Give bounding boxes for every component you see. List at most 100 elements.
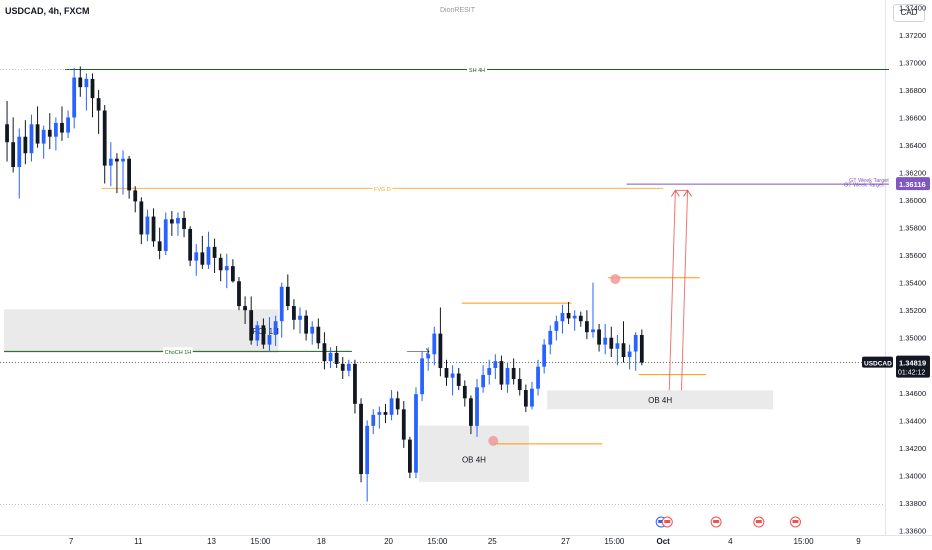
candle-body — [365, 425, 370, 475]
candle-body — [609, 337, 614, 349]
candle-body — [566, 312, 571, 319]
bos-arrow-head — [425, 348, 430, 355]
y-tick-label: 1.35200 — [899, 306, 926, 315]
candle-body — [182, 217, 186, 229]
projection-arrow — [668, 189, 689, 391]
x-tick-label: Oct — [657, 537, 671, 546]
candle-body — [621, 343, 626, 358]
candle-body — [456, 373, 461, 386]
candle-body — [304, 315, 309, 334]
candle-body — [523, 390, 528, 407]
y-tick-label: 1.36000 — [899, 196, 926, 205]
event-flag-stripe — [658, 520, 665, 523]
y-tick-label: 1.36800 — [899, 86, 926, 95]
candle-body — [47, 129, 52, 137]
candle-body — [450, 373, 455, 378]
candle-body — [255, 325, 260, 341]
candle-body — [292, 306, 296, 320]
y-tick-label: 1.33600 — [899, 526, 926, 535]
candle-body — [273, 321, 278, 335]
candle-body — [353, 363, 357, 404]
y-tick-label: 1.37000 — [899, 58, 926, 67]
x-tick-label: 15:00 — [427, 537, 448, 546]
candle-body — [237, 281, 241, 307]
candle-body — [29, 124, 34, 154]
candle-body — [322, 343, 327, 362]
level-line-label: GT Week Target — [844, 183, 884, 189]
candle-body — [517, 379, 522, 391]
y-tick-label: 1.37400 — [899, 3, 926, 12]
candle-body — [615, 343, 620, 349]
candle-body — [66, 117, 70, 133]
level-line-label-bg — [163, 347, 193, 355]
candle-body — [60, 122, 64, 133]
x-tick-label: 7 — [69, 537, 74, 546]
level-line-label: SH 4H — [469, 68, 485, 74]
candle-body — [78, 77, 83, 88]
event-flag-stripe — [755, 520, 762, 523]
candle-body — [41, 129, 46, 144]
pivot-marker — [610, 274, 621, 285]
y-tick-label: 1.34200 — [899, 444, 926, 453]
candle-body — [194, 252, 199, 261]
y-tick-label: 1.35800 — [899, 224, 926, 233]
level-line-label-bg — [467, 65, 488, 73]
current-price-value: 1.34819 — [899, 359, 926, 368]
currency-button[interactable]: CAD — [893, 4, 925, 22]
candle-body — [243, 306, 247, 311]
candle-body — [72, 77, 77, 118]
candle-body — [627, 351, 632, 358]
candle-body — [371, 414, 376, 426]
candle-body — [127, 158, 132, 191]
candle-body — [560, 312, 565, 322]
candle-body — [53, 122, 58, 137]
target-line-label: GT Week Target — [849, 178, 889, 184]
candle-body — [438, 333, 443, 369]
candle-body — [432, 333, 437, 355]
x-tick-label: 4 — [728, 537, 733, 546]
candle-body — [395, 398, 400, 410]
zone-1 — [4, 309, 279, 354]
zone-label: OB 4H — [462, 456, 486, 465]
candle-body — [414, 394, 418, 473]
candle-body — [17, 136, 22, 167]
candle-body — [591, 329, 595, 333]
candle-body — [200, 252, 205, 265]
candle-body — [578, 315, 583, 322]
pivot-marker — [488, 435, 499, 446]
y-tick-label: 1.35600 — [899, 251, 926, 260]
zone-label: POI 1H — [253, 327, 279, 336]
candle-body — [530, 388, 534, 407]
candle-body — [505, 368, 510, 385]
candle-body — [310, 326, 315, 334]
x-tick-label: 18 — [317, 537, 326, 546]
x-tick-label: 27 — [561, 537, 570, 546]
y-tick-label: 1.36400 — [899, 141, 926, 150]
candle-body — [346, 363, 351, 371]
y-tick-label: 1.36600 — [899, 113, 926, 122]
candle-body — [633, 334, 638, 352]
candle-body — [279, 286, 284, 322]
candle-body — [249, 310, 254, 341]
candle-body — [298, 315, 302, 320]
candle-body — [145, 216, 150, 235]
candle-body — [5, 124, 9, 143]
candle-body — [188, 228, 193, 261]
x-tick-label: 15:00 — [794, 537, 815, 546]
level-line-label-bg — [372, 184, 393, 192]
candle-body — [285, 286, 290, 307]
candle-body — [401, 409, 406, 440]
candle-body — [469, 398, 473, 426]
y-tick-label: 1.34400 — [899, 416, 926, 425]
candle-body — [536, 366, 540, 389]
candle-body — [383, 412, 388, 415]
candle-body — [340, 363, 345, 371]
candle-body — [267, 334, 272, 345]
candle-body — [133, 190, 138, 202]
x-tick-label: 25 — [488, 537, 497, 546]
candle-body — [96, 98, 101, 111]
candle-body — [493, 361, 498, 369]
candle-body — [475, 387, 479, 426]
symbol-tag-label: USDCAD — [864, 361, 892, 368]
